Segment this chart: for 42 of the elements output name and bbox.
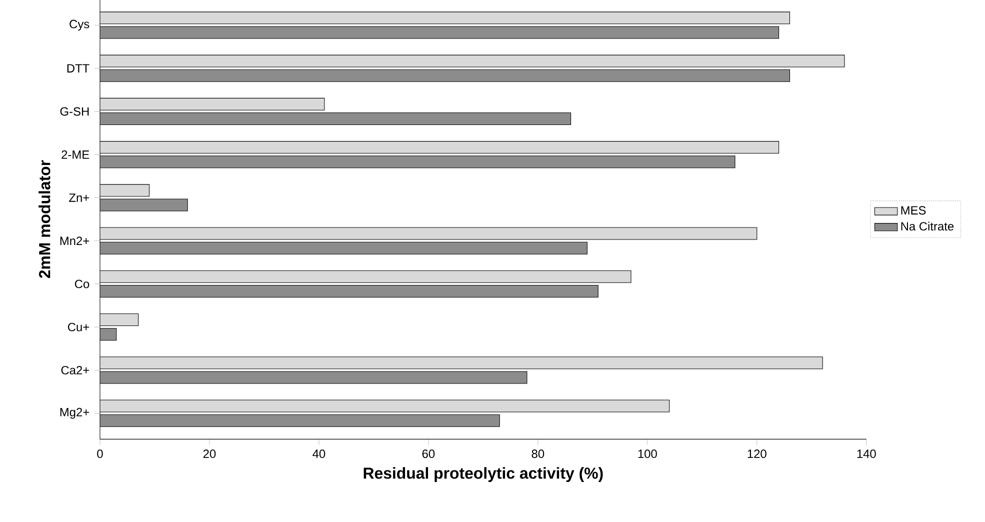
bar — [100, 54, 845, 68]
bar — [100, 184, 150, 197]
bar — [100, 328, 117, 341]
legend-label: Na Citrate — [901, 222, 954, 231]
bar — [100, 112, 572, 126]
y-tick-label: Mn2+ — [60, 236, 90, 246]
bar — [100, 270, 632, 283]
bar — [100, 285, 598, 298]
x-tick-label: 40 — [312, 450, 326, 458]
x-tick-label: 0 — [97, 450, 103, 458]
bar — [100, 414, 500, 427]
x-tick-label: 80 — [532, 450, 544, 458]
y-tick-label: DTT — [67, 64, 90, 73]
bar — [100, 242, 588, 254]
x-tick-label: 60 — [422, 450, 435, 458]
bar — [100, 98, 325, 110]
x-tick-label: 120 — [748, 450, 766, 458]
bar — [100, 400, 670, 412]
legend-label: MES — [901, 206, 926, 215]
x-tick-label: 20 — [203, 450, 216, 458]
bar — [100, 156, 736, 168]
bar — [100, 12, 790, 24]
bar — [100, 69, 790, 82]
bar — [100, 141, 780, 154]
y-tick-label: Ca2+ — [61, 366, 90, 375]
bar — [100, 198, 188, 212]
bar — [100, 26, 780, 39]
y-tick-label: Cu+ — [68, 322, 90, 332]
y-tick-label: Co — [74, 280, 90, 288]
x-tick-label: 140 — [857, 450, 876, 458]
y-tick-label: Cys — [70, 20, 90, 31]
bar — [100, 314, 139, 326]
x-axis-title: Residual proteolytic activity (%) — [364, 467, 603, 482]
bar — [100, 227, 758, 240]
y-tick-label: G-SH — [60, 107, 89, 116]
bar — [100, 356, 823, 370]
bar — [100, 371, 528, 384]
x-tick-label: 100 — [638, 450, 657, 458]
y-axis-title: 2mM modulator — [38, 160, 50, 278]
y-tick-label: Zn+ — [69, 194, 90, 202]
y-tick-label: 2-ME — [62, 150, 90, 159]
y-tick-label: Mg2+ — [60, 408, 90, 419]
